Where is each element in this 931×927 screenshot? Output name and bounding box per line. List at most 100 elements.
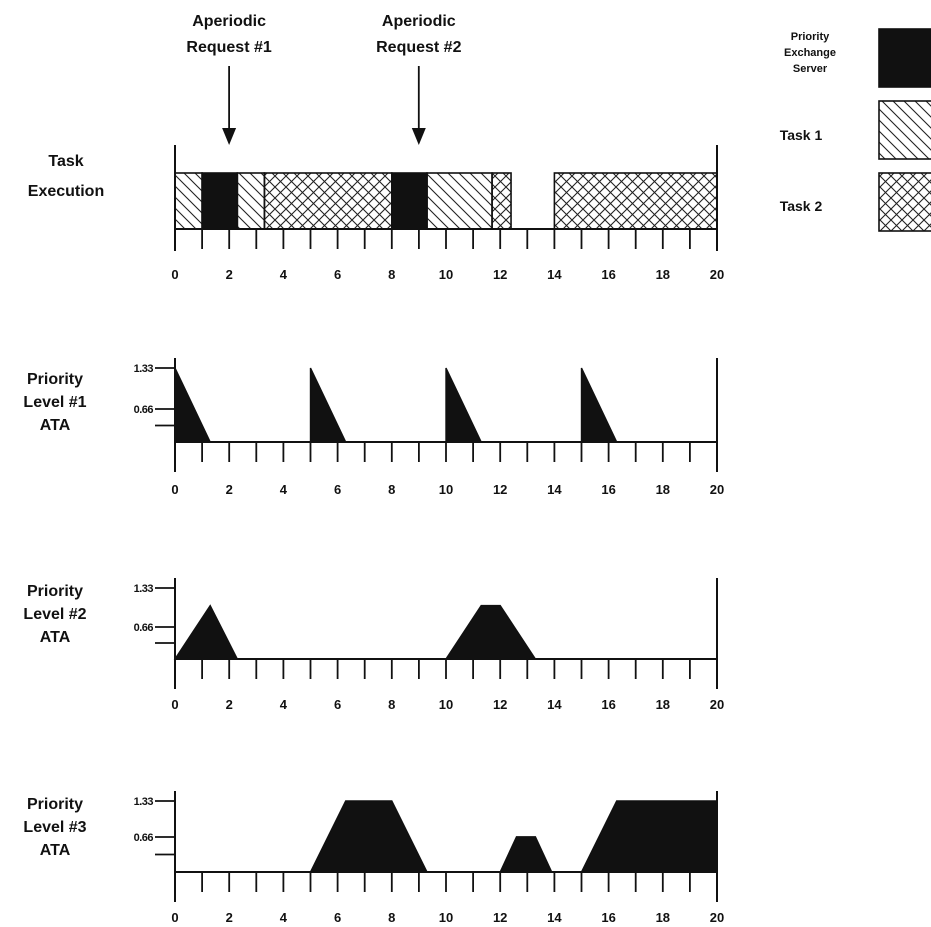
x-tick-label: 2 — [226, 910, 233, 925]
x-tick-label: 2 — [226, 267, 233, 282]
chart-3: Priority Level #2 ATA 1.33 0.66 0 2 4 6 8 10 12 14 16… — [23, 578, 724, 712]
y-tick-label: 1.33 — [134, 363, 154, 375]
request-label-line: Request #1 — [186, 39, 271, 56]
row-label-line: Priority — [27, 583, 83, 600]
x-tick-label: 16 — [601, 910, 615, 925]
legend-label: Task 2 — [780, 198, 823, 214]
request-label-line: Aperiodic — [382, 13, 456, 30]
x-tick-label: 4 — [280, 482, 288, 497]
x-tick-label: 20 — [710, 910, 724, 925]
request-arrow-head — [222, 128, 237, 145]
x-tick-label: 0 — [171, 910, 178, 925]
segment-server — [390, 172, 428, 230]
x-tick-label: 6 — [334, 482, 341, 497]
x-tick-label: 4 — [280, 697, 288, 712]
legend-item: Priority Exchange Server — [784, 28, 931, 88]
row-label-line: Level #3 — [23, 819, 86, 836]
row-label-line: ATA — [40, 417, 71, 434]
legend-item: Task 2 — [780, 172, 931, 232]
row-label-line: Execution — [28, 183, 104, 200]
x-tick-label: 10 — [439, 697, 453, 712]
chart-4: Priority Level #3 ATA 1.33 0.66 0 2 4 6 8 10 12 14 16… — [23, 791, 724, 925]
x-tick-label: 16 — [601, 697, 615, 712]
x-tick-label: 14 — [547, 267, 562, 282]
row-label-line: ATA — [40, 842, 71, 859]
ata-area — [499, 836, 553, 873]
x-tick-label: 12 — [493, 267, 507, 282]
legend-label: Priority — [791, 31, 830, 43]
x-tick-label: 12 — [493, 482, 507, 497]
segment-task2 — [553, 172, 718, 230]
segment-server — [201, 172, 239, 230]
x-tick-label: 0 — [171, 482, 178, 497]
segment-task2 — [491, 172, 512, 230]
legend-swatch — [878, 172, 931, 232]
x-tick-label: 14 — [547, 697, 562, 712]
ata-area — [174, 367, 212, 443]
x-tick-label: 6 — [334, 267, 341, 282]
legend-swatch — [878, 100, 931, 160]
ata-area — [445, 367, 483, 443]
segment-task1 — [174, 172, 203, 230]
y-tick-label: 0.66 — [134, 622, 154, 634]
x-tick-label: 10 — [439, 482, 453, 497]
segment-task2 — [263, 172, 393, 230]
chart-2: Priority Level #1 ATA 1.33 0.66 0 2 4 6 8 10 12 14 16… — [23, 358, 724, 497]
y-tick-label: 1.33 — [134, 796, 154, 808]
x-tick-label: 6 — [334, 910, 341, 925]
x-tick-label: 18 — [656, 910, 670, 925]
legend-label: Server — [793, 63, 828, 75]
request-label-line: Aperiodic — [192, 13, 266, 30]
request-arrow-head — [411, 128, 426, 145]
legend-item: Task 1 — [780, 100, 931, 160]
x-tick-label: 0 — [171, 267, 178, 282]
ata-area — [309, 367, 347, 443]
y-tick-label: 0.66 — [134, 404, 154, 416]
x-tick-label: 16 — [601, 482, 615, 497]
ata-area — [444, 604, 537, 660]
row-label-line: Priority — [27, 371, 83, 388]
legend-label: Task 1 — [780, 127, 823, 143]
x-tick-label: 12 — [493, 910, 507, 925]
ata-area — [580, 800, 718, 873]
row-label-line: Task — [48, 153, 83, 170]
x-tick-label: 8 — [388, 482, 395, 497]
x-tick-label: 14 — [547, 910, 562, 925]
legend-label: Exchange — [784, 47, 836, 59]
x-tick-label: 0 — [171, 697, 178, 712]
x-tick-label: 20 — [710, 697, 724, 712]
ata-area — [173, 604, 239, 660]
segment-task1 — [426, 172, 493, 230]
x-tick-label: 4 — [280, 267, 288, 282]
segment-task1 — [236, 172, 266, 230]
ata-area — [309, 800, 429, 873]
x-tick-label: 10 — [439, 267, 453, 282]
chart-1: Task Execution Aperiodic Request #1 Aperiodi… — [28, 13, 724, 282]
ata-area — [580, 367, 618, 443]
row-label-line: Level #1 — [23, 394, 86, 411]
x-tick-label: 10 — [439, 910, 453, 925]
row-label-line: Priority — [27, 796, 83, 813]
row-label-line: ATA — [40, 629, 71, 646]
x-tick-label: 20 — [710, 267, 724, 282]
request-label-line: Request #2 — [376, 39, 461, 56]
x-tick-label: 2 — [226, 697, 233, 712]
x-tick-label: 6 — [334, 697, 341, 712]
x-tick-label: 4 — [280, 910, 288, 925]
x-tick-label: 8 — [388, 697, 395, 712]
x-tick-label: 18 — [656, 267, 670, 282]
x-tick-label: 14 — [547, 482, 562, 497]
x-tick-label: 12 — [493, 697, 507, 712]
x-tick-label: 20 — [710, 482, 724, 497]
y-tick-label: 1.33 — [134, 583, 154, 595]
y-tick-label: 0.66 — [134, 832, 154, 844]
legend-swatch — [878, 28, 931, 88]
x-tick-label: 18 — [656, 482, 670, 497]
x-tick-label: 8 — [388, 267, 395, 282]
row-label-line: Level #2 — [23, 606, 86, 623]
x-tick-label: 8 — [388, 910, 395, 925]
x-tick-label: 2 — [226, 482, 233, 497]
x-tick-label: 16 — [601, 267, 615, 282]
x-tick-label: 18 — [656, 697, 670, 712]
